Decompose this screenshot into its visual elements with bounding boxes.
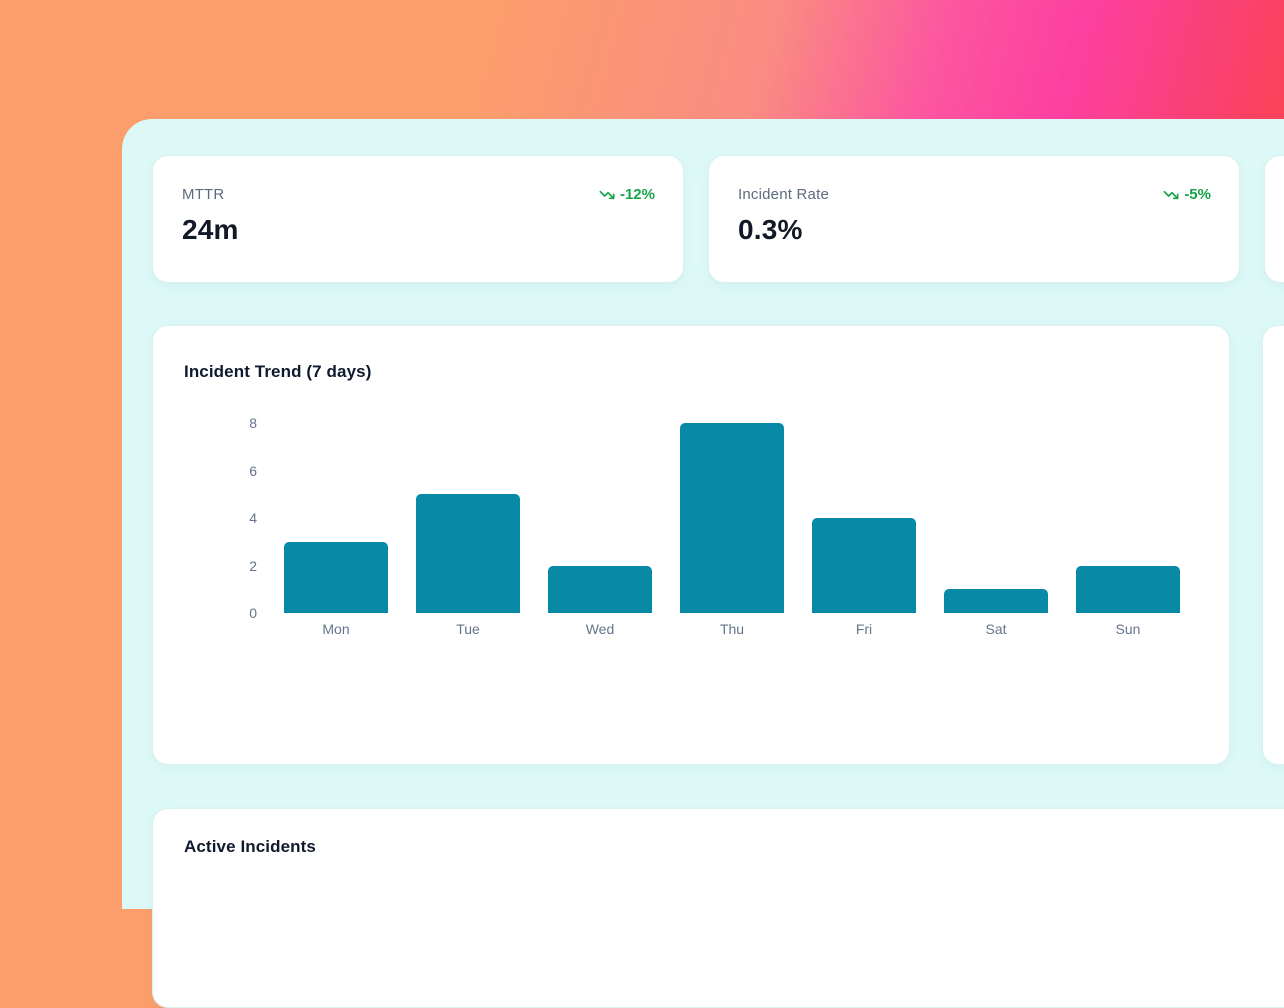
- y-axis-tick: 0: [249, 605, 257, 621]
- y-axis-tick: 6: [249, 462, 257, 479]
- stat-card-partial: [1264, 155, 1284, 283]
- trending-down-icon: [599, 190, 615, 199]
- stat-card-incident-rate: Incident Rate -5% 0.3%: [708, 155, 1240, 283]
- x-axis-label: Sun: [1115, 621, 1141, 637]
- charts-row: Incident Trend (7 days) 0 2 4 6 8 Mon Tue Wed Th…: [152, 325, 1284, 765]
- stat-card-header: MTTR -12%: [182, 186, 655, 203]
- y-axis-tick: 8: [249, 415, 257, 431]
- bar-sun: [1076, 565, 1180, 613]
- active-incidents-title: Active Incidents: [184, 837, 316, 856]
- x-axis-label: Wed: [585, 621, 615, 637]
- x-axis-label: Tue: [456, 621, 480, 637]
- stat-card-header: Incident Rate -5%: [738, 186, 1211, 203]
- stat-trend-badge: -5%: [1163, 186, 1211, 203]
- x-axis-label: Thu: [719, 621, 745, 637]
- stat-label: Incident Rate: [738, 186, 829, 203]
- bar-mon: [284, 541, 388, 613]
- bar-thu: [680, 423, 784, 613]
- stat-value: 0.3%: [738, 214, 803, 245]
- stat-value: 24m: [182, 214, 239, 245]
- active-incidents-card: Active Incidents: [152, 808, 1284, 1008]
- x-axis-label: Fri: [855, 621, 873, 637]
- y-axis-tick: 2: [249, 557, 257, 574]
- chart-title: Incident Trend (7 days): [184, 362, 372, 381]
- x-axis-label: Mon: [322, 621, 350, 637]
- y-axis-tick: 4: [249, 510, 257, 526]
- bar-tue: [416, 494, 520, 613]
- stats-row: MTTR -12% 24m Incident Rate -5% 0.3%: [152, 155, 1284, 283]
- secondary-chart-card-partial: [1262, 325, 1284, 765]
- incident-trend-bar-chart: 0 2 4 6 8 Mon Tue Wed Thu Fri Sat Sun: [153, 384, 1229, 654]
- bar-fri: [812, 518, 916, 613]
- trending-down-icon: [1163, 190, 1179, 199]
- stat-label: MTTR: [182, 186, 225, 203]
- bar-sat: [944, 589, 1048, 613]
- dashboard-panel: MTTR -12% 24m Incident Rate -5% 0.3% Inc…: [122, 119, 1284, 1008]
- incident-trend-card: Incident Trend (7 days) 0 2 4 6 8 Mon Tue Wed Th…: [152, 325, 1230, 765]
- stat-trend-value: -5%: [1184, 186, 1211, 203]
- x-axis-label: Sat: [985, 621, 1007, 637]
- bar-wed: [548, 565, 652, 613]
- stat-card-mttr: MTTR -12% 24m: [152, 155, 684, 283]
- stat-trend-value: -12%: [619, 186, 655, 203]
- stat-trend-badge: -12%: [599, 186, 655, 203]
